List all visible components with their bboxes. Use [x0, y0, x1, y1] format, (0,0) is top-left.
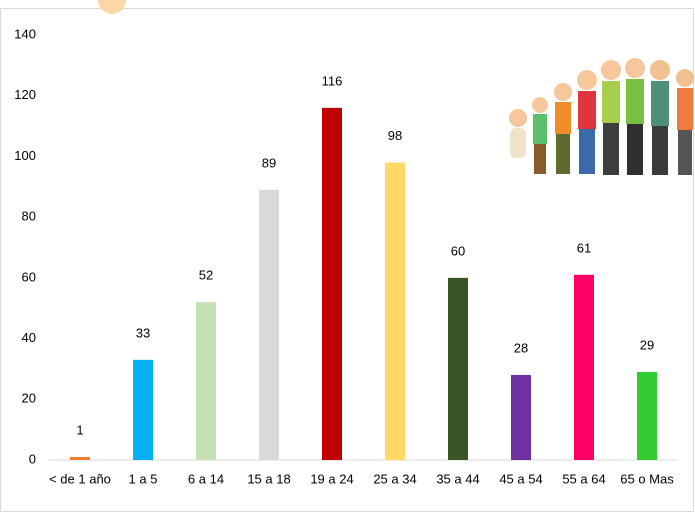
bar [196, 302, 216, 460]
data-label: 28 [514, 340, 528, 355]
y-tick-label: 120 [14, 87, 36, 102]
people-illustration [509, 58, 694, 175]
y-tick-label: 40 [22, 330, 36, 345]
bar [133, 359, 153, 460]
x-tick-label: 15 a 18 [247, 471, 290, 486]
bar [448, 277, 468, 460]
bar [259, 189, 279, 461]
decoration [98, 0, 126, 14]
y-tick-label: 100 [14, 148, 36, 163]
x-tick-label: 45 a 54 [499, 471, 542, 486]
data-label: 29 [640, 337, 654, 352]
y-tick-label: 20 [22, 391, 36, 406]
data-label: 89 [262, 155, 276, 170]
y-tick-label: 60 [22, 269, 36, 284]
bar [637, 371, 657, 460]
x-tick-label: < de 1 año [49, 471, 111, 486]
data-label: 1 [76, 422, 83, 437]
bar [385, 162, 405, 460]
data-label: 52 [199, 268, 213, 283]
data-label: 116 [322, 73, 343, 88]
x-tick-label: 65 o Mas [620, 471, 674, 486]
bar [574, 274, 594, 460]
data-label: 98 [388, 128, 402, 143]
x-tick-label: 55 a 64 [562, 471, 605, 486]
x-tick-label: 19 a 24 [310, 471, 353, 486]
x-tick-label: 35 a 44 [436, 471, 479, 486]
x-tick-label: 6 a 14 [188, 471, 224, 486]
bar [511, 375, 531, 460]
y-tick-label: 80 [22, 209, 36, 224]
y-tick-label: 0 [29, 451, 36, 466]
data-label: 61 [577, 240, 591, 255]
bar [322, 107, 342, 460]
x-tick-label: 1 a 5 [129, 471, 158, 486]
data-label: 60 [451, 243, 465, 258]
data-label: 33 [136, 325, 150, 340]
x-tick-label: 25 a 34 [373, 471, 416, 486]
y-tick-label: 140 [14, 26, 36, 41]
bar [70, 456, 90, 460]
